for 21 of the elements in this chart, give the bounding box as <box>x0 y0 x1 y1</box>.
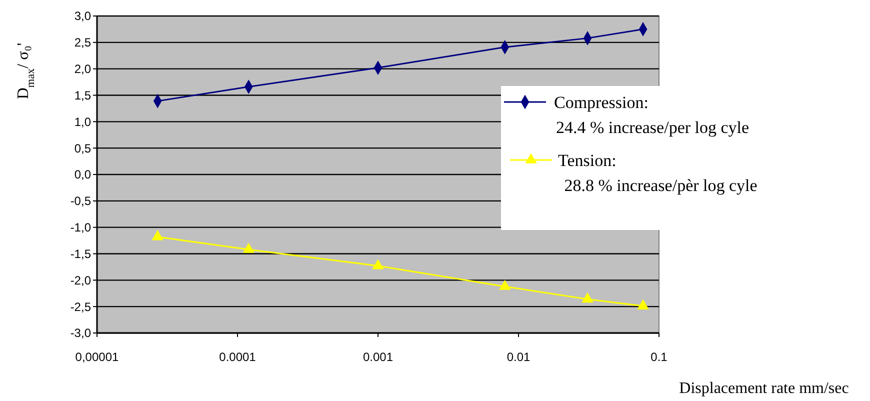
x-tick-label: 0.1 <box>650 350 668 364</box>
x-tick-label: 0,00001 <box>75 350 120 364</box>
y-tick-label: -0,5 <box>70 194 92 208</box>
x-tick-label: 0.001 <box>362 350 394 364</box>
y-tick-label: 2,5 <box>74 36 92 50</box>
legend-label: Tension: 28.8 % increase/pèr log cyle <box>558 151 758 195</box>
y-tick-label: 0,0 <box>74 168 92 182</box>
x-tick-label: 0.0001 <box>219 350 256 364</box>
legend-label: Compression: 24.4 % increase/per log cyle <box>554 93 750 137</box>
x-axis-title: Displacement rate mm/sec <box>679 380 849 397</box>
y-tick-label: 2,0 <box>74 62 92 76</box>
y-tick-label: 0,5 <box>74 141 92 156</box>
y-tick-label: 3,0 <box>74 9 92 24</box>
y-tick-label: -1,5 <box>70 246 92 261</box>
y-tick-label: -3,0 <box>70 326 92 340</box>
y-tick-label: 1,5 <box>74 88 92 102</box>
y-tick-label: -1,0 <box>70 220 92 235</box>
y-tick-label: -2,5 <box>70 300 92 314</box>
x-tick-label: 0.01 <box>506 350 530 364</box>
y-tick-label: 1,0 <box>74 114 92 129</box>
y-tick-label: -2,0 <box>70 273 92 288</box>
